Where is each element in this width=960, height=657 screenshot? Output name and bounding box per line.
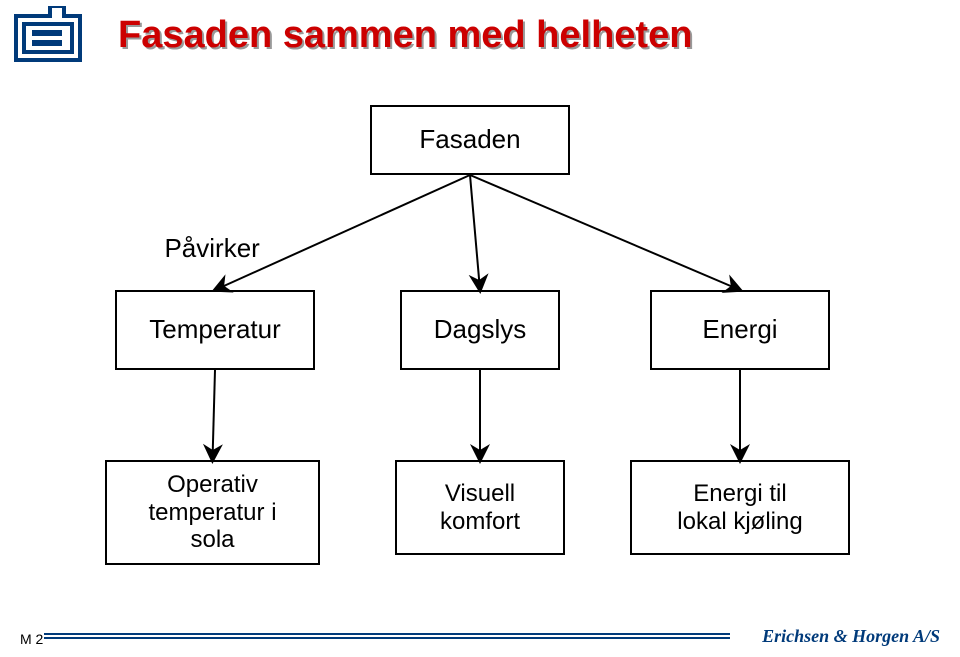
node-dagslys: Dagslys bbox=[400, 290, 560, 370]
footer-left: M 2 bbox=[20, 631, 43, 647]
node-visuell-text: Visuell komfort bbox=[440, 480, 520, 535]
node-energitil-text: Energi til lokal kjøling bbox=[677, 480, 802, 535]
footer-rule bbox=[44, 633, 730, 635]
node-temperatur: Temperatur bbox=[115, 290, 315, 370]
slide-title-text: Fasaden sammen med helheten bbox=[118, 14, 692, 56]
node-energitil: Energi til lokal kjøling bbox=[630, 460, 850, 555]
side-label-text: Påvirker bbox=[164, 233, 259, 263]
side-label: Påvirker bbox=[150, 202, 260, 264]
logo bbox=[10, 6, 86, 64]
node-visuell: Visuell komfort bbox=[395, 460, 565, 555]
footer-rule-2 bbox=[44, 637, 730, 639]
node-temperatur-text: Temperatur bbox=[149, 315, 281, 345]
footer-right: Erichsen & Horgen A/S bbox=[762, 626, 940, 647]
node-energi-text: Energi bbox=[702, 315, 777, 345]
node-dagslys-text: Dagslys bbox=[434, 315, 526, 345]
node-operativ: Operativ temperatur i sola bbox=[105, 460, 320, 565]
node-fasaden: Fasaden bbox=[370, 105, 570, 175]
node-fasaden-text: Fasaden bbox=[419, 125, 520, 155]
node-operativ-text: Operativ temperatur i sola bbox=[148, 471, 276, 554]
slide-title: Fasaden sammen med helheten bbox=[118, 14, 692, 57]
node-energi: Energi bbox=[650, 290, 830, 370]
